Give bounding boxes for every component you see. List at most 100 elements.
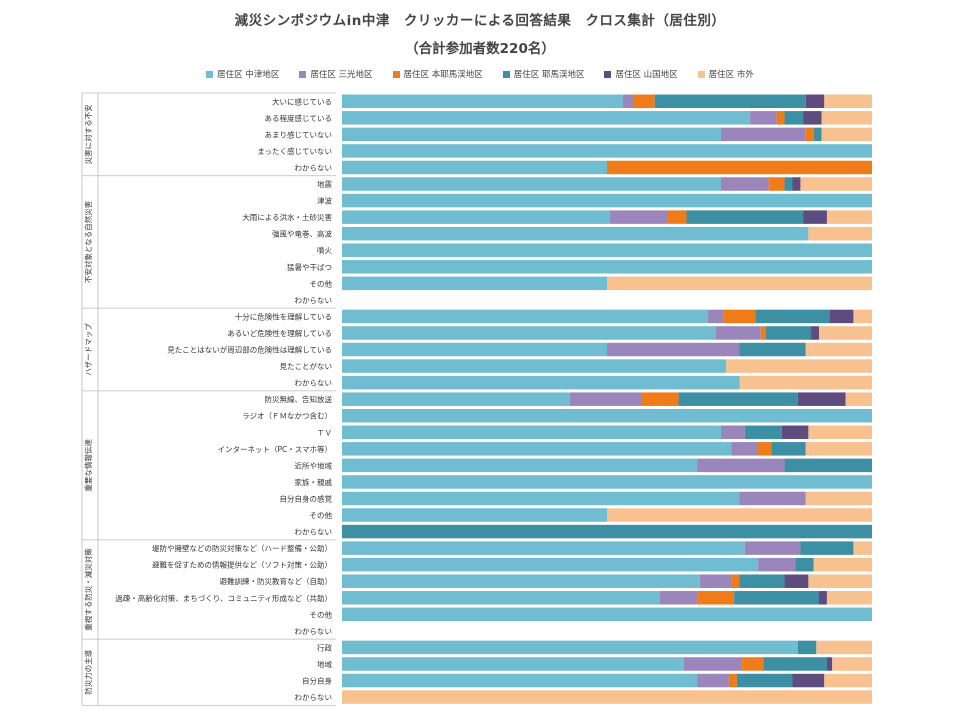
bar-segment (739, 574, 785, 588)
legend-label: 居住区 三光地区 (310, 70, 373, 80)
bar-segment (667, 210, 687, 224)
legend-swatch (604, 70, 612, 78)
group-label: 重要な情報伝達 (83, 439, 93, 492)
bar-segment (715, 326, 761, 340)
bar-segment (768, 177, 785, 191)
bar-segment (633, 94, 655, 109)
bar-segment (832, 657, 872, 671)
legend-label: 居住区 耶馬渓地区 (513, 70, 585, 80)
bar-segment (744, 541, 801, 555)
bar-segment (342, 690, 872, 704)
bar-segment (784, 177, 793, 191)
legend-swatch (206, 70, 214, 78)
legend-swatch (392, 70, 400, 78)
bar-segment (826, 591, 872, 605)
bar-segment (805, 442, 872, 456)
bar-segment (819, 591, 827, 605)
category-label: 自分自身の感覚 (280, 493, 333, 503)
bar-segment (808, 425, 872, 440)
category-label: わからない (295, 296, 333, 305)
category-label: 大いに感じている (272, 96, 332, 106)
category-label: まったく感じていない (257, 146, 332, 156)
bar-segment (808, 574, 872, 588)
legend-swatch (299, 70, 307, 78)
bar-segment (723, 309, 756, 324)
bar-segment (569, 392, 642, 406)
bar-segment (776, 111, 785, 125)
category-label: ラジオ（ＦＭなかつ含む） (242, 411, 332, 421)
bar-segment (784, 574, 809, 588)
bar-segment (342, 375, 740, 390)
bar-segment (342, 210, 610, 224)
bar-segment (686, 210, 804, 224)
bar-segment (731, 574, 740, 588)
bar-segment (342, 342, 607, 357)
bar-segment (736, 673, 793, 688)
legend-item: 居住区 市外 (697, 68, 754, 80)
bar-segment (803, 210, 827, 224)
category-label: 避難訓練・防災教育など（自助） (220, 576, 333, 586)
bar-segment (781, 425, 809, 440)
category-label: その他 (310, 510, 333, 520)
category-label: 行政 (317, 642, 332, 652)
category-label: わからない (295, 627, 333, 636)
bar-segment (607, 276, 872, 291)
category-label: インターネット（PC・スマホ等） (217, 444, 332, 454)
bar-segment (609, 210, 668, 224)
bar-segment (726, 359, 872, 373)
category-label: 見たことはないが周辺部の危険性は理解している (167, 345, 332, 355)
bar-segment (728, 673, 737, 688)
bar-segment (342, 392, 570, 406)
bar-segment (342, 226, 809, 241)
bar-segment (808, 226, 872, 241)
legend-swatch (502, 70, 510, 78)
category-label: 自分自身 (302, 676, 332, 686)
bar-segment (742, 657, 764, 671)
bar-segment (797, 392, 846, 406)
category-label: 家族・親戚 (295, 477, 333, 487)
bar-segment (755, 309, 830, 324)
bar-segment (720, 425, 745, 440)
category-label: 地域 (317, 659, 332, 669)
category-label: ＴＶ (317, 428, 332, 437)
bar-segment (342, 591, 660, 605)
category-label: わからない (295, 693, 333, 702)
bar-segment (763, 657, 827, 671)
bar-segment (813, 127, 822, 142)
bar-segment (707, 309, 724, 324)
bar-segment (853, 309, 872, 324)
bar-segment (678, 392, 798, 406)
bar-segment (342, 442, 732, 456)
category-label: 防災無線、告知放送 (265, 394, 333, 404)
bar-segment (607, 160, 872, 175)
bar-segment (826, 657, 833, 671)
group-label: 防災力の主導 (83, 649, 93, 694)
bar-segment (342, 193, 872, 208)
bar-segment (784, 458, 872, 473)
bar-segment (342, 574, 700, 588)
bar-segment (803, 111, 822, 125)
bar-segment (607, 508, 872, 522)
bar-segment (739, 375, 872, 390)
bar-segment (805, 94, 825, 109)
bar-segment (342, 524, 872, 539)
bar-segment (342, 160, 607, 175)
bar-segment (792, 177, 801, 191)
bar-segment (731, 442, 759, 456)
group-label: 重視する防災・減災対策 (83, 548, 93, 631)
bar-segment (342, 640, 798, 655)
bar-segment (342, 276, 607, 291)
legend-item: 居住区 中津地区 (206, 68, 279, 80)
bar-segment (816, 640, 872, 655)
bar-segment (342, 607, 872, 622)
bar-segment (739, 342, 806, 357)
bar-segment (342, 177, 721, 191)
legend-swatch (697, 70, 705, 78)
bar-segment (697, 458, 785, 473)
category-label: 近所や地域 (295, 460, 333, 470)
group-label: 不安対象となる自然災害 (83, 200, 93, 283)
bar-segment (826, 210, 872, 224)
bar-segment (811, 326, 819, 340)
bar-segment (800, 177, 872, 191)
